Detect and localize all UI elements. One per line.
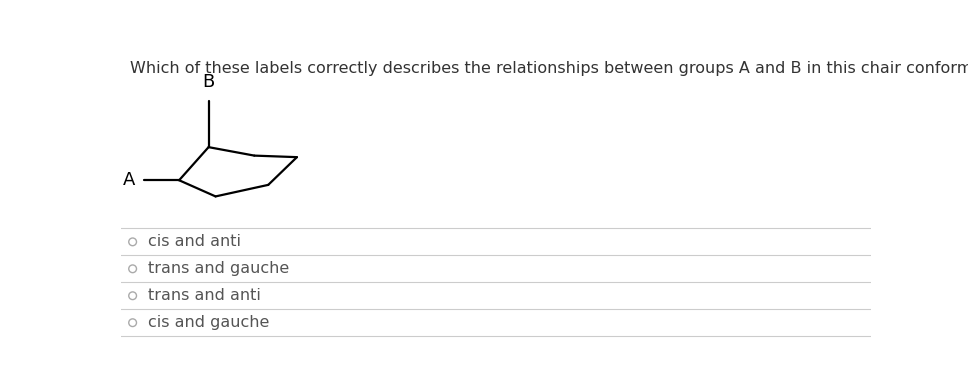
Text: cis and anti: cis and anti xyxy=(148,234,241,249)
Text: cis and gauche: cis and gauche xyxy=(148,315,269,330)
Text: trans and gauche: trans and gauche xyxy=(148,261,289,276)
Text: A: A xyxy=(123,171,135,189)
Text: B: B xyxy=(202,73,215,91)
Text: trans and anti: trans and anti xyxy=(148,288,261,303)
Text: Which of these labels correctly describes the relationships between groups A and: Which of these labels correctly describe… xyxy=(131,61,968,76)
